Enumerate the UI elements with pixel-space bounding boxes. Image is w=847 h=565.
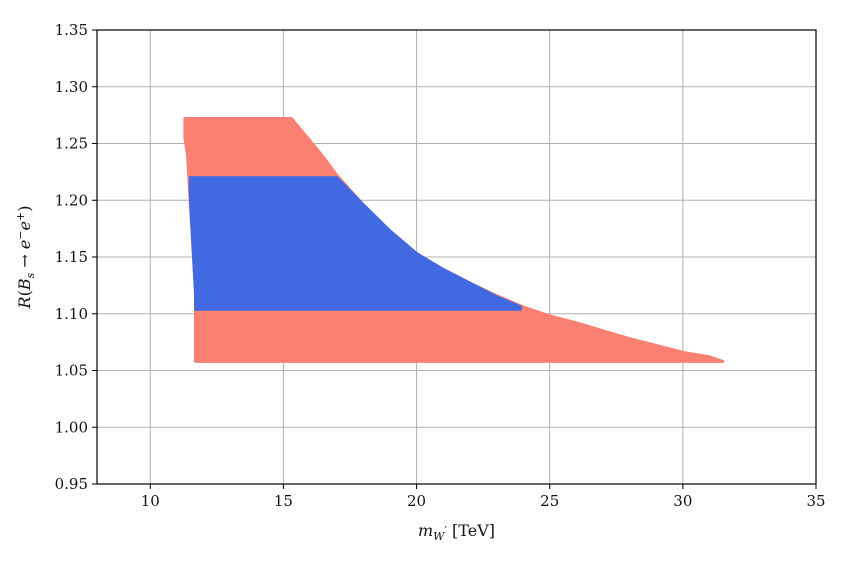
y-tick-label: 0.95 bbox=[55, 475, 88, 493]
y-tick-label: 1.25 bbox=[55, 135, 88, 153]
y-tick-label: 1.35 bbox=[55, 21, 88, 39]
y-tick-label: 1.20 bbox=[55, 191, 88, 209]
x-tick-label: 10 bbox=[141, 492, 160, 510]
y-tick-label: 1.30 bbox=[55, 78, 88, 96]
axis-labels: mW′ [TeV] R(Bs → e−e+) bbox=[14, 206, 495, 543]
y-tick-label: 1.15 bbox=[55, 248, 88, 266]
x-axis-label: mW′ [TeV] bbox=[418, 521, 495, 543]
y-tick-label: 1.05 bbox=[55, 362, 88, 380]
x-tick-label: 15 bbox=[274, 492, 293, 510]
x-tick-label: 25 bbox=[540, 492, 559, 510]
x-tick-label: 20 bbox=[407, 492, 426, 510]
axis-ticks: 10 15 20 25 30 35 0.95 1.00 1.05 1.10 1.15 1.20 1.25… bbox=[55, 21, 826, 510]
x-tick-label: 30 bbox=[673, 492, 692, 510]
y-tick-label: 1.00 bbox=[55, 418, 88, 436]
blue-region bbox=[188, 176, 522, 311]
y-axis-label: R(Bs → e−e+) bbox=[14, 206, 37, 310]
data-regions bbox=[183, 117, 725, 363]
x-tick-label: 35 bbox=[806, 492, 825, 510]
y-tick-label: 1.10 bbox=[55, 305, 88, 323]
